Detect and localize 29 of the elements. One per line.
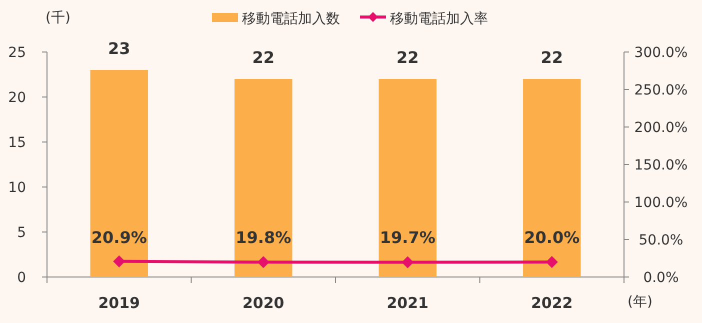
data-label: 20.0% — [524, 228, 580, 247]
y2-tick-label: 50.0% — [638, 232, 684, 248]
x-tick-label: 2019 — [98, 294, 140, 312]
data-label: 22 — [540, 48, 563, 67]
y2-tick-label: 200.0% — [634, 120, 688, 136]
x-tick-label: 2020 — [242, 294, 284, 312]
data-label: 20.9% — [91, 228, 147, 247]
x-axis-title: (年) — [628, 294, 652, 310]
y-tick-label: 0 — [17, 270, 26, 286]
legend-label: 移動電話加入数 — [242, 11, 340, 27]
y-tick-label: 5 — [17, 225, 26, 241]
data-label: 22 — [252, 48, 274, 67]
y2-tick-label: 300.0% — [634, 45, 688, 61]
y-tick-label: 20 — [8, 90, 26, 106]
data-label: 19.7% — [380, 228, 436, 247]
y2-tick-label: 150.0% — [634, 158, 688, 174]
y-axis-title: (千) — [46, 10, 70, 26]
data-label: 22 — [396, 48, 419, 67]
data-label: 23 — [108, 39, 130, 58]
y-tick-label: 15 — [8, 135, 26, 151]
y-tick-label: 25 — [8, 45, 26, 61]
x-tick-label: 2021 — [386, 294, 428, 312]
data-label: 19.8% — [236, 228, 292, 247]
y2-tick-label: 100.0% — [634, 195, 688, 211]
y-tick-label: 10 — [8, 180, 26, 196]
legend-label: 移動電話加入率 — [390, 11, 488, 27]
y2-tick-label: 0.0% — [643, 270, 679, 286]
y2-tick-label: 250.0% — [634, 82, 688, 98]
x-tick-label: 2022 — [531, 294, 573, 312]
